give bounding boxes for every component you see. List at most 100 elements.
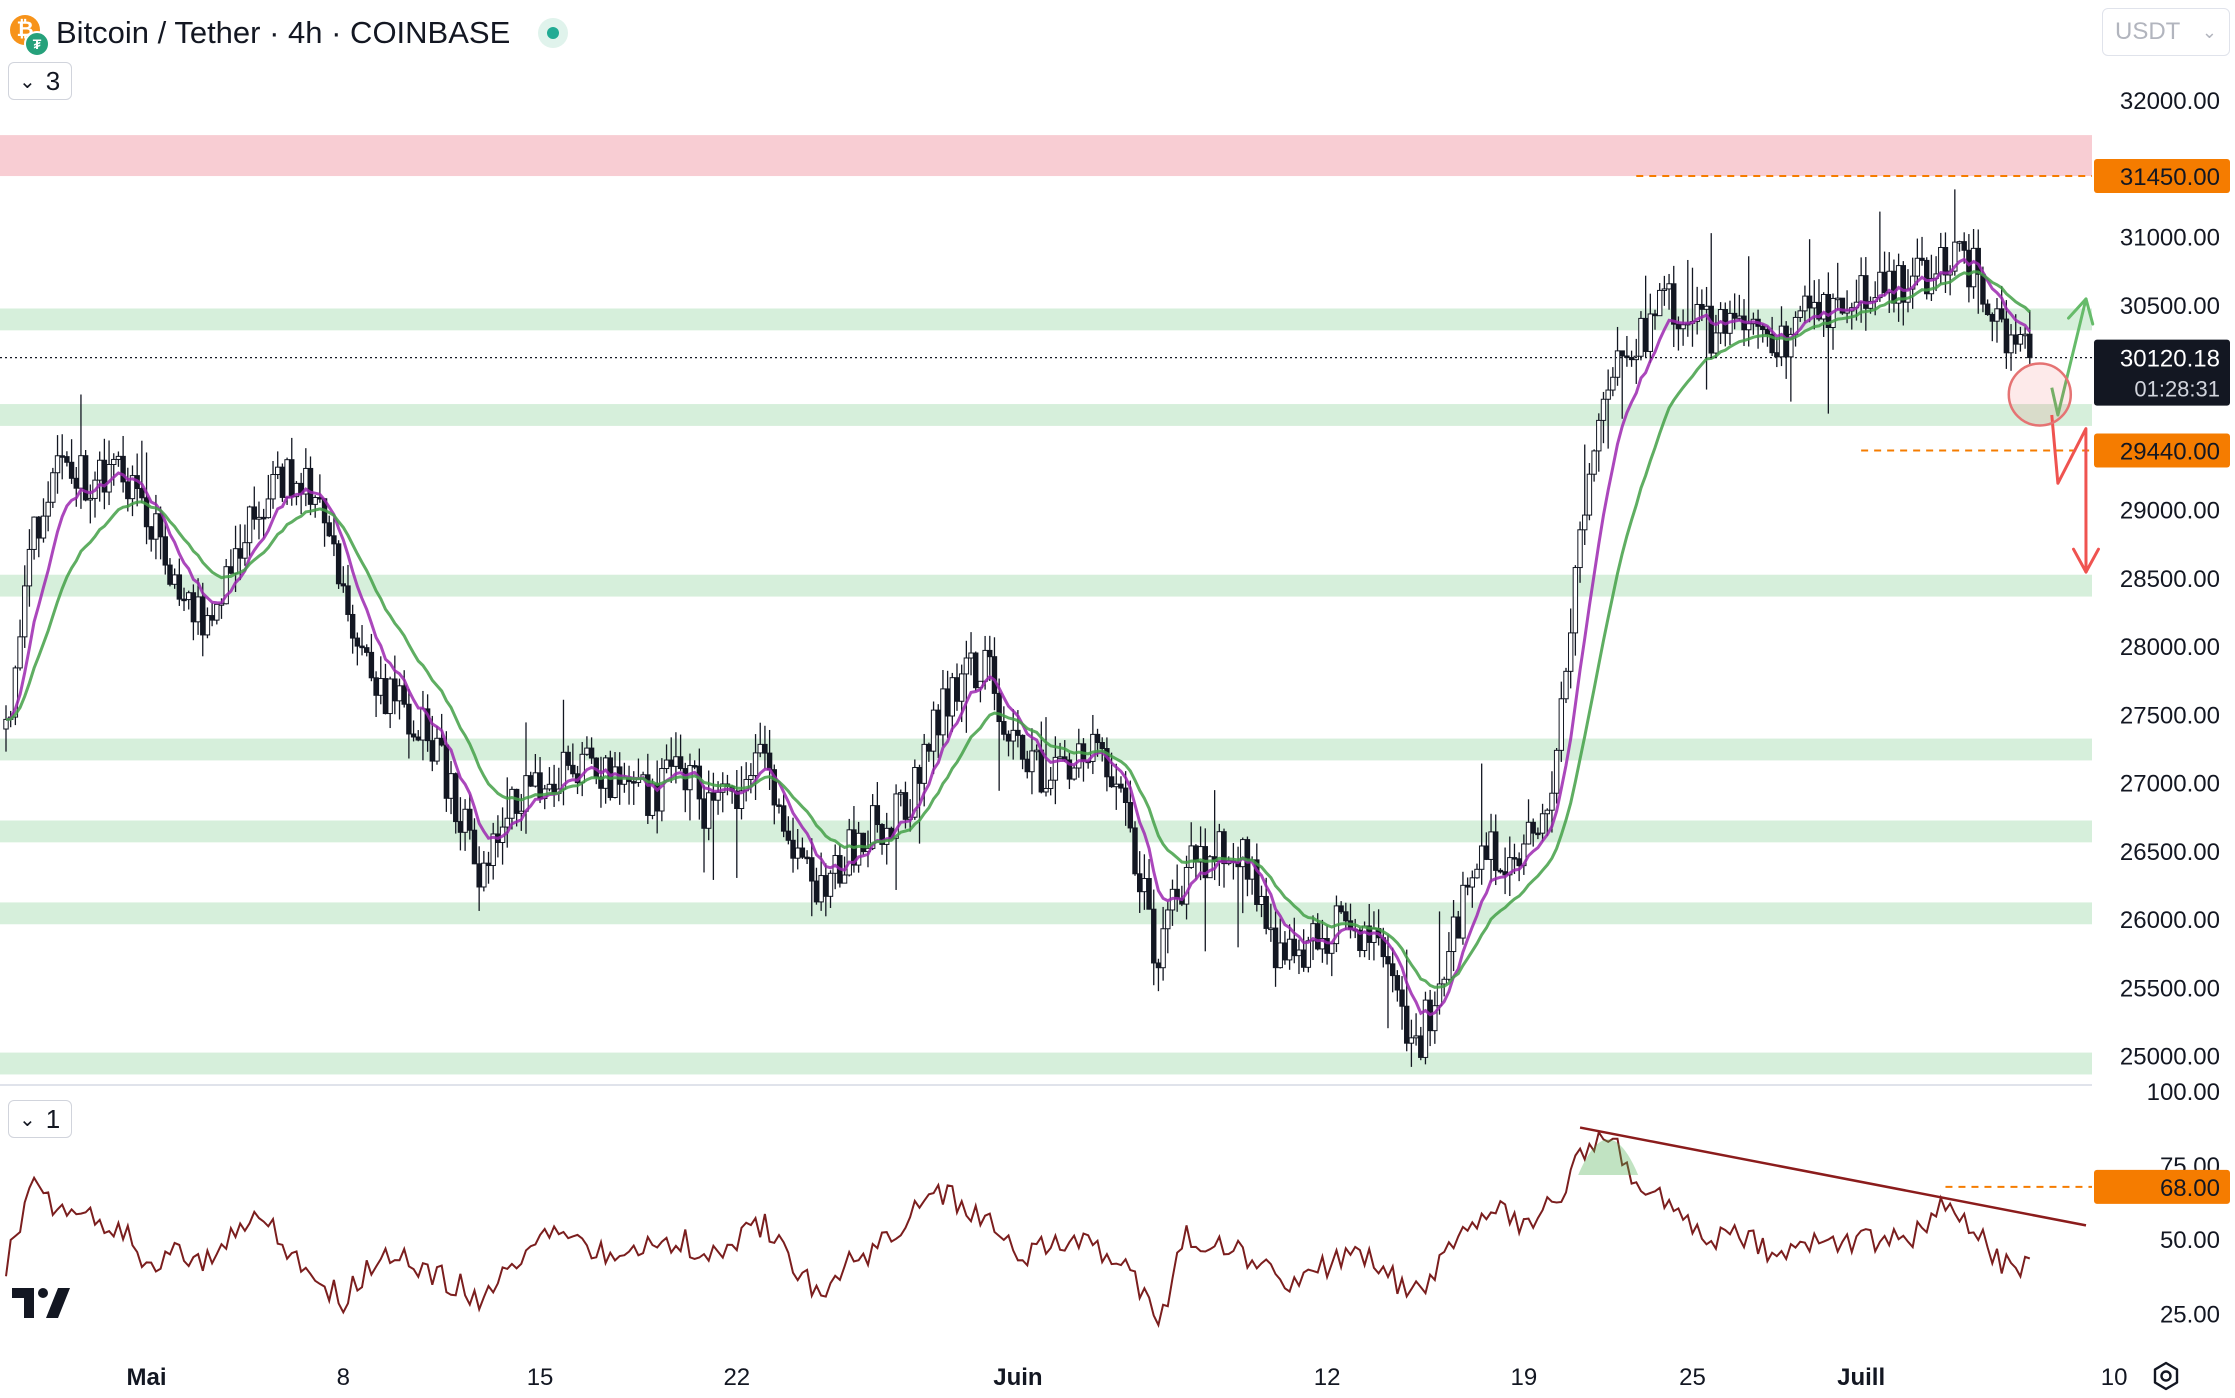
candle bbox=[635, 758, 642, 787]
candle bbox=[968, 632, 974, 676]
rsi-tick-label: 100.00 bbox=[2147, 1079, 2220, 1106]
candle bbox=[1671, 265, 1677, 348]
candle bbox=[471, 818, 478, 865]
x-tick-label: Juin bbox=[993, 1364, 1042, 1391]
candle bbox=[143, 452, 150, 545]
candle bbox=[92, 471, 98, 518]
level-badge: 29440.00 bbox=[2094, 433, 2230, 468]
candle bbox=[565, 745, 571, 771]
level-badge: 31450.00 bbox=[2094, 159, 2230, 194]
candle bbox=[1535, 827, 1541, 840]
y-tick-label: 30500.00 bbox=[2120, 293, 2220, 320]
candle bbox=[326, 515, 332, 538]
candle bbox=[1661, 275, 1668, 306]
candle bbox=[1572, 565, 1579, 656]
x-tick-label: Juill bbox=[1837, 1364, 1885, 1391]
candle bbox=[1586, 463, 1593, 521]
candle bbox=[1577, 521, 1583, 583]
y-tick-label: 26000.00 bbox=[2120, 907, 2220, 934]
candle bbox=[401, 670, 407, 708]
rsi-tick-label: 25.00 bbox=[2160, 1301, 2220, 1328]
candle bbox=[996, 678, 1002, 791]
candle bbox=[106, 440, 112, 506]
candle bbox=[448, 761, 454, 815]
candle bbox=[68, 439, 75, 484]
bitcoin-tether-icon: ₿ ₮ bbox=[10, 15, 50, 57]
rsi-indicators-toggle[interactable]: ⌄ 1 bbox=[8, 1100, 72, 1138]
candle bbox=[930, 701, 937, 775]
candle bbox=[1600, 391, 1607, 444]
svg-text:68.00: 68.00 bbox=[2160, 1175, 2220, 1202]
main-indicators-toggle[interactable]: ⌄ 3 bbox=[8, 62, 72, 100]
candle bbox=[551, 764, 557, 807]
currency-selector[interactable]: USDT ⌄ bbox=[2102, 8, 2230, 56]
candle bbox=[762, 725, 768, 769]
candle bbox=[1919, 236, 1925, 266]
tradingview-logo-icon[interactable] bbox=[12, 1286, 74, 1320]
candle bbox=[987, 635, 993, 681]
candle bbox=[1633, 338, 1639, 384]
candle bbox=[26, 529, 33, 607]
candle bbox=[1146, 859, 1152, 910]
candle bbox=[1165, 901, 1171, 954]
candle bbox=[87, 484, 94, 524]
candle bbox=[588, 737, 595, 764]
candle bbox=[45, 481, 51, 532]
candle bbox=[317, 474, 323, 503]
candle bbox=[1582, 444, 1588, 546]
candle bbox=[190, 584, 197, 641]
candle bbox=[677, 734, 684, 771]
y-tick-label: 27500.00 bbox=[2120, 702, 2220, 729]
candle bbox=[1881, 251, 1888, 297]
last-price-badge: 30120.18 01:28:31 bbox=[2094, 339, 2230, 406]
candle bbox=[1001, 706, 1007, 741]
candle bbox=[1118, 776, 1124, 793]
candle bbox=[940, 669, 946, 747]
candle bbox=[148, 526, 154, 552]
symbol-title[interactable]: Bitcoin / Tether · 4h · COINBASE bbox=[56, 15, 511, 50]
moving-average-fast bbox=[5, 257, 2032, 1017]
candle bbox=[364, 644, 370, 657]
candle bbox=[340, 566, 346, 593]
settings-gear-icon[interactable] bbox=[2150, 1360, 2182, 1392]
candle bbox=[275, 451, 281, 480]
candle bbox=[743, 762, 749, 802]
candle bbox=[209, 602, 215, 627]
candle bbox=[1254, 843, 1260, 912]
candle bbox=[1713, 314, 1719, 358]
candle bbox=[1413, 1013, 1419, 1046]
candle bbox=[1825, 272, 1832, 414]
candle bbox=[504, 777, 510, 848]
candle bbox=[1408, 1019, 1415, 1067]
highlight-circle bbox=[2007, 362, 2073, 427]
candle bbox=[1984, 299, 1991, 316]
candle bbox=[1998, 285, 2005, 323]
candle bbox=[1108, 752, 1115, 788]
candle bbox=[1928, 254, 1935, 301]
candle bbox=[1474, 863, 1480, 879]
candle bbox=[256, 501, 262, 540]
candle bbox=[1656, 283, 1663, 317]
candle bbox=[457, 797, 464, 851]
candle bbox=[73, 467, 79, 507]
candle bbox=[345, 564, 351, 622]
candle bbox=[1113, 763, 1119, 810]
candle bbox=[22, 565, 28, 648]
chevron-down-icon: ⌄ bbox=[19, 70, 36, 93]
candle bbox=[1591, 449, 1597, 482]
candle bbox=[1783, 321, 1789, 379]
candle bbox=[1446, 932, 1452, 982]
candle bbox=[54, 435, 61, 494]
candle bbox=[321, 498, 328, 547]
candle bbox=[1628, 350, 1635, 367]
y-tick-label: 28500.00 bbox=[2120, 566, 2220, 593]
rsi-tick-label: 50.00 bbox=[2160, 1227, 2220, 1254]
x-tick-label: 8 bbox=[337, 1364, 350, 1391]
candle bbox=[120, 435, 126, 493]
candle bbox=[1900, 261, 1906, 326]
candle bbox=[1019, 734, 1026, 770]
candle bbox=[1891, 259, 1897, 313]
candle bbox=[392, 655, 398, 715]
candle bbox=[546, 767, 553, 792]
